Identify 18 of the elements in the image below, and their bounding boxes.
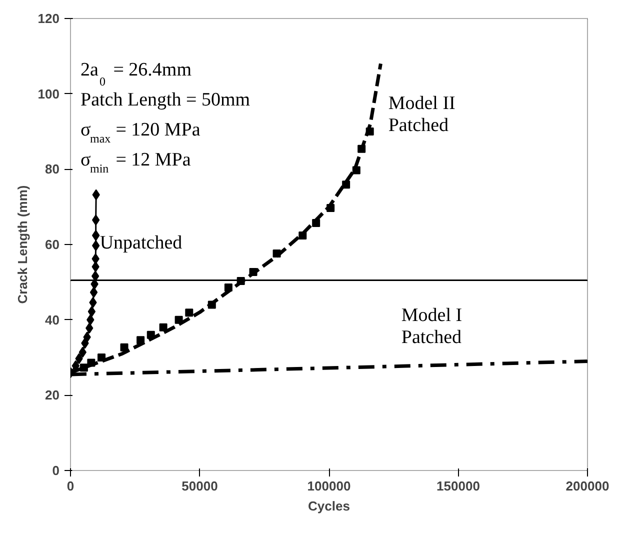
annotation: Patch Length = 50mm — [80, 90, 250, 110]
y-tick-label: 20 — [45, 388, 60, 403]
y-tick-label: 80 — [45, 162, 60, 177]
y-tick-label: 40 — [45, 312, 60, 328]
y-tick-label: 60 — [45, 237, 60, 252]
y-tick-label: 0 — [52, 463, 60, 478]
x-tick-label: 200000 — [566, 478, 610, 494]
x-axis-title: Cycles — [308, 498, 350, 514]
x-tick-label: 100000 — [307, 478, 351, 494]
series-label: Unpatched — [100, 232, 183, 254]
y-tick-label: 120 — [38, 11, 60, 26]
x-tick-label: 150000 — [436, 478, 480, 494]
x-tick-label: 50000 — [182, 478, 218, 494]
series-label: Model II Patched — [388, 92, 456, 136]
series-label: Model I Patched — [401, 305, 462, 348]
y-axis-title: Crack Length (mm) — [14, 185, 30, 304]
x-tick-label: 0 — [66, 478, 74, 494]
y-tick-label: 100 — [38, 86, 60, 102]
